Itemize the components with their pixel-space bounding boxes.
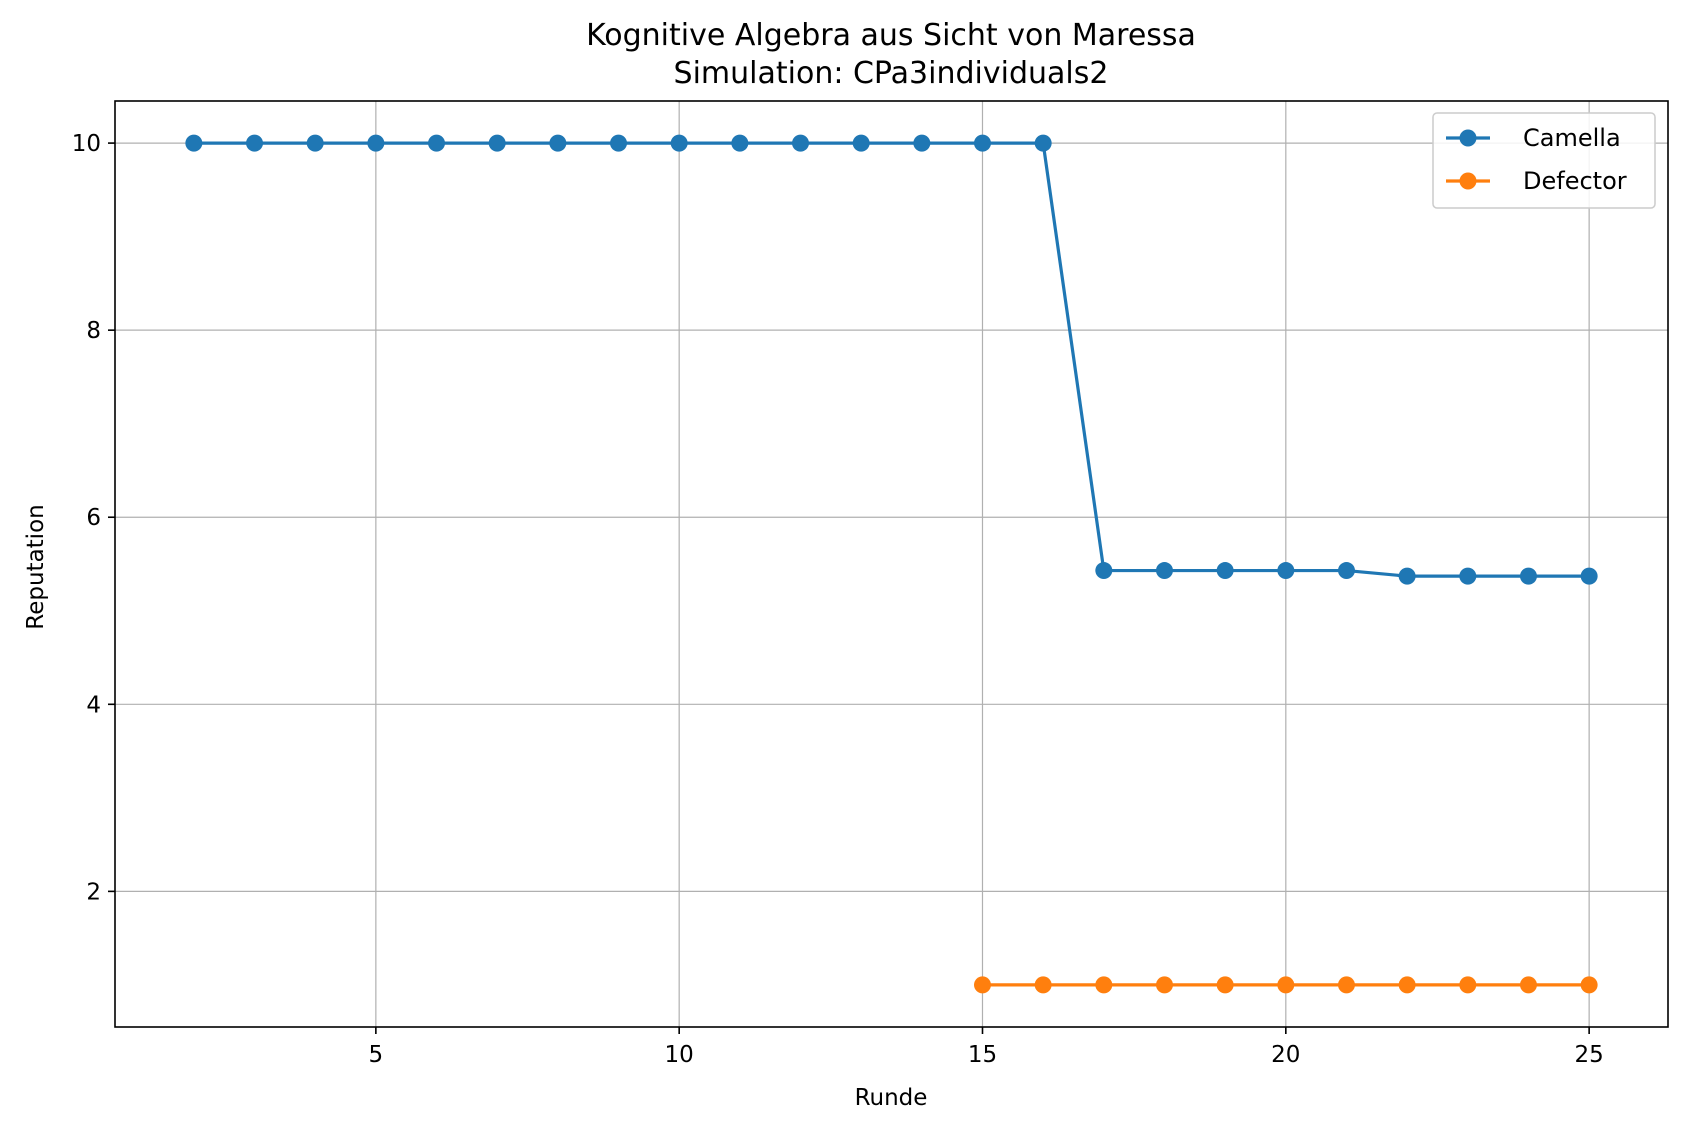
data-point xyxy=(1216,562,1234,580)
series-line xyxy=(193,141,1590,578)
series-layer xyxy=(185,134,1598,994)
chart-title: Kognitive Algebra aus Sicht von Maressa xyxy=(586,18,1196,53)
y-tick-label: 2 xyxy=(86,879,101,905)
y-tick-label: 4 xyxy=(86,692,101,718)
data-point xyxy=(1337,976,1355,994)
data-point xyxy=(852,134,870,152)
data-point xyxy=(1216,976,1234,994)
data-point xyxy=(1095,562,1113,580)
x-tick-label: 15 xyxy=(968,1042,997,1068)
plot-background xyxy=(115,101,1668,1027)
data-point xyxy=(1034,976,1052,994)
data-point xyxy=(973,134,991,152)
y-tick-label: 8 xyxy=(86,318,101,344)
data-point xyxy=(913,134,931,152)
data-point xyxy=(1519,567,1537,585)
data-point xyxy=(973,976,991,994)
x-axis: 5 10 15 20 25 xyxy=(369,1027,1604,1068)
data-point xyxy=(1337,562,1355,580)
series-defector xyxy=(973,976,1598,994)
data-point xyxy=(1580,976,1598,994)
data-point xyxy=(1277,562,1295,580)
legend-item-defector: Defector xyxy=(1446,167,1627,195)
data-point xyxy=(670,134,688,152)
y-axis: 2 4 6 8 10 xyxy=(72,131,115,905)
data-point xyxy=(549,134,567,152)
x-tick-label: 25 xyxy=(1574,1042,1603,1068)
legend: Camella Defector xyxy=(1432,112,1656,209)
chart-subtitle: Simulation: CPa3individuals2 xyxy=(674,56,1109,91)
data-point xyxy=(731,134,749,152)
data-point xyxy=(1095,976,1113,994)
data-point xyxy=(1398,567,1416,585)
data-point xyxy=(610,134,628,152)
data-point xyxy=(1398,976,1416,994)
plot-frame xyxy=(114,100,1669,1028)
x-tick-label: 10 xyxy=(665,1042,694,1068)
y-axis-label: Reputation xyxy=(23,504,49,629)
data-point xyxy=(1580,567,1598,585)
y-tick-label: 10 xyxy=(72,131,101,157)
data-point xyxy=(367,134,385,152)
data-point xyxy=(1459,976,1477,994)
legend-label: Camella xyxy=(1523,124,1621,152)
data-point xyxy=(246,134,264,152)
x-tick-label: 5 xyxy=(369,1042,384,1068)
series-camella xyxy=(185,134,1598,585)
data-point xyxy=(1155,562,1173,580)
data-point xyxy=(1459,567,1477,585)
data-point xyxy=(1519,976,1537,994)
y-tick-label: 6 xyxy=(86,505,101,531)
plot-area xyxy=(115,101,1668,1027)
data-point xyxy=(306,134,324,152)
data-point xyxy=(1155,976,1173,994)
legend-marker xyxy=(1459,172,1477,190)
legend-item-camella: Camella xyxy=(1446,124,1621,152)
legend-label: Defector xyxy=(1523,167,1627,195)
data-point xyxy=(185,134,203,152)
data-point xyxy=(792,134,810,152)
data-point xyxy=(428,134,446,152)
data-point xyxy=(1277,976,1295,994)
x-tick-label: 20 xyxy=(1271,1042,1300,1068)
x-axis-label: Runde xyxy=(855,1085,928,1111)
data-point xyxy=(1034,134,1052,152)
legend-marker xyxy=(1459,129,1477,147)
axes-frame xyxy=(114,100,1669,1028)
data-point xyxy=(488,134,506,152)
